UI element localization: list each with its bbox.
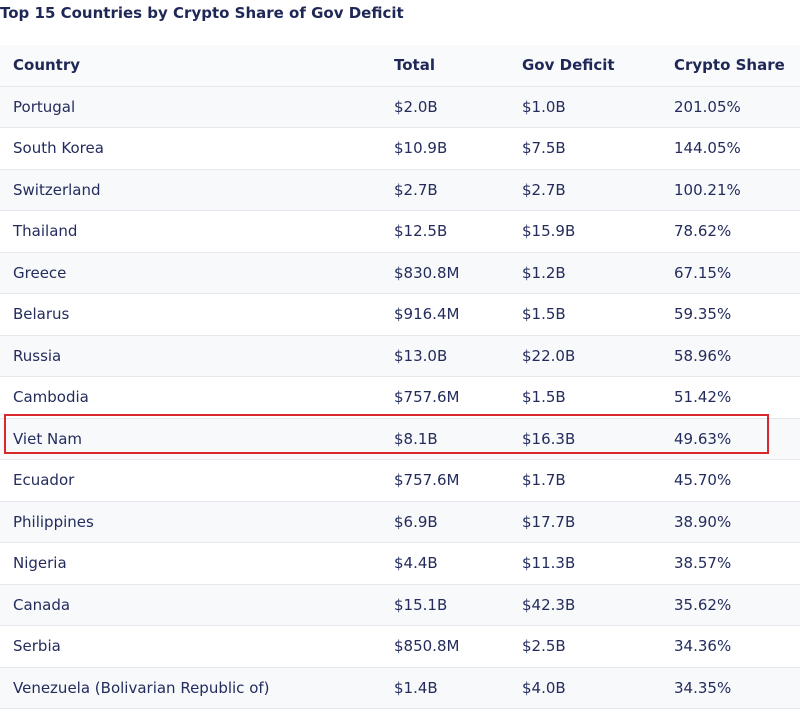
table-cell: $850.8M: [394, 625, 522, 668]
column-header: Gov Deficit: [522, 45, 674, 87]
table-cell: $1.4B: [394, 667, 522, 709]
table-cell: $15.1B: [394, 584, 522, 626]
table-cell: $10.9B: [394, 127, 522, 170]
column-header: Crypto Share: [674, 45, 800, 87]
table-cell: $22.0B: [522, 335, 674, 377]
table-cell: 34.35%: [674, 667, 800, 709]
table-cell: Serbia: [0, 625, 394, 668]
table-cell: $2.5B: [522, 625, 674, 668]
table-cell: $16.3B: [522, 418, 674, 460]
table-cell: $916.4M: [394, 293, 522, 336]
table-row: Venezuela (Bolivarian Republic of) $1.4B $…: [0, 667, 800, 709]
table-cell: $13.0B: [394, 335, 522, 377]
table-row: Russia $13.0B $22.0B 58.96%: [0, 335, 800, 377]
table-cell: $1.7B: [522, 459, 674, 502]
table-cell: Thailand: [0, 210, 394, 253]
table-cell: Cambodia: [0, 376, 394, 419]
data-table: Country Total Gov Deficit Crypto Share Port…: [0, 45, 800, 709]
table-cell: $42.3B: [522, 584, 674, 626]
table-cell: $15.9B: [522, 210, 674, 253]
table-cell: Nigeria: [0, 542, 394, 585]
table-cell: 34.36%: [674, 625, 800, 668]
table-cell: $2.7B: [522, 169, 674, 211]
table-cell: $1.0B: [522, 86, 674, 128]
table-cell: $4.4B: [394, 542, 522, 585]
table-cell: Canada: [0, 584, 394, 626]
table-cell: $830.8M: [394, 252, 522, 294]
table-row: Cambodia $757.6M $1.5B 51.42%: [0, 376, 800, 419]
table-cell: Venezuela (Bolivarian Republic of): [0, 667, 394, 709]
table-cell: Portugal: [0, 86, 394, 128]
table-row: Thailand $12.5B $15.9B 78.62%: [0, 210, 800, 253]
table-row: Belarus $916.4M $1.5B 59.35%: [0, 293, 800, 336]
table-cell: $757.6M: [394, 459, 522, 502]
table-cell: $757.6M: [394, 376, 522, 419]
table-cell: 35.62%: [674, 584, 800, 626]
table-row: South Korea $10.9B $7.5B 144.05%: [0, 127, 800, 170]
table-cell: 59.35%: [674, 293, 800, 336]
table-cell: 58.96%: [674, 335, 800, 377]
table-header: Country Total Gov Deficit Crypto Share: [0, 45, 800, 87]
table-row: Viet Nam $8.1B $16.3B 49.63%: [0, 418, 800, 460]
table-cell: Switzerland: [0, 169, 394, 211]
header-row: Country Total Gov Deficit Crypto Share: [0, 45, 800, 87]
table-cell: Ecuador: [0, 459, 394, 502]
table-cell: 100.21%: [674, 169, 800, 211]
table-cell: 38.90%: [674, 501, 800, 543]
table-cell: Viet Nam: [0, 418, 394, 460]
table-row: Greece $830.8M $1.2B 67.15%: [0, 252, 800, 294]
table-cell: $6.9B: [394, 501, 522, 543]
table-row: Portugal $2.0B $1.0B 201.05%: [0, 86, 800, 128]
column-header: Total: [394, 45, 522, 87]
table-cell: 49.63%: [674, 418, 800, 460]
table-cell: Russia: [0, 335, 394, 377]
table-cell: South Korea: [0, 127, 394, 170]
table-body: Portugal $2.0B $1.0B 201.05% South Korea $10.…: [0, 86, 800, 709]
column-header: Country: [0, 45, 394, 87]
table-row: Nigeria $4.4B $11.3B 38.57%: [0, 542, 800, 585]
table-row: Ecuador $757.6M $1.7B 45.70%: [0, 459, 800, 502]
table-cell: 67.15%: [674, 252, 800, 294]
table-row: Philippines $6.9B $17.7B 38.90%: [0, 501, 800, 543]
table-cell: 201.05%: [674, 86, 800, 128]
table-cell: 51.42%: [674, 376, 800, 419]
table-cell: Philippines: [0, 501, 394, 543]
table-row: Serbia $850.8M $2.5B 34.36%: [0, 625, 800, 668]
table-cell: $1.5B: [522, 293, 674, 336]
table-cell: $7.5B: [522, 127, 674, 170]
table-cell: $4.0B: [522, 667, 674, 709]
table-cell: $2.0B: [394, 86, 522, 128]
table-cell: 38.57%: [674, 542, 800, 585]
table-cell: $12.5B: [394, 210, 522, 253]
table-cell: $17.7B: [522, 501, 674, 543]
table-cell: $8.1B: [394, 418, 522, 460]
table-cell: $11.3B: [522, 542, 674, 585]
table-cell: 45.70%: [674, 459, 800, 502]
table-cell: $1.5B: [522, 376, 674, 419]
table-row: Canada $15.1B $42.3B 35.62%: [0, 584, 800, 626]
table-cell: 78.62%: [674, 210, 800, 253]
table-row: Switzerland $2.7B $2.7B 100.21%: [0, 169, 800, 211]
table-cell: 144.05%: [674, 127, 800, 170]
table-cell: $1.2B: [522, 252, 674, 294]
table-cell: Belarus: [0, 293, 394, 336]
table-cell: $2.7B: [394, 169, 522, 211]
table-title: Top 15 Countries by Crypto Share of Gov …: [0, 4, 404, 22]
table-cell: Greece: [0, 252, 394, 294]
